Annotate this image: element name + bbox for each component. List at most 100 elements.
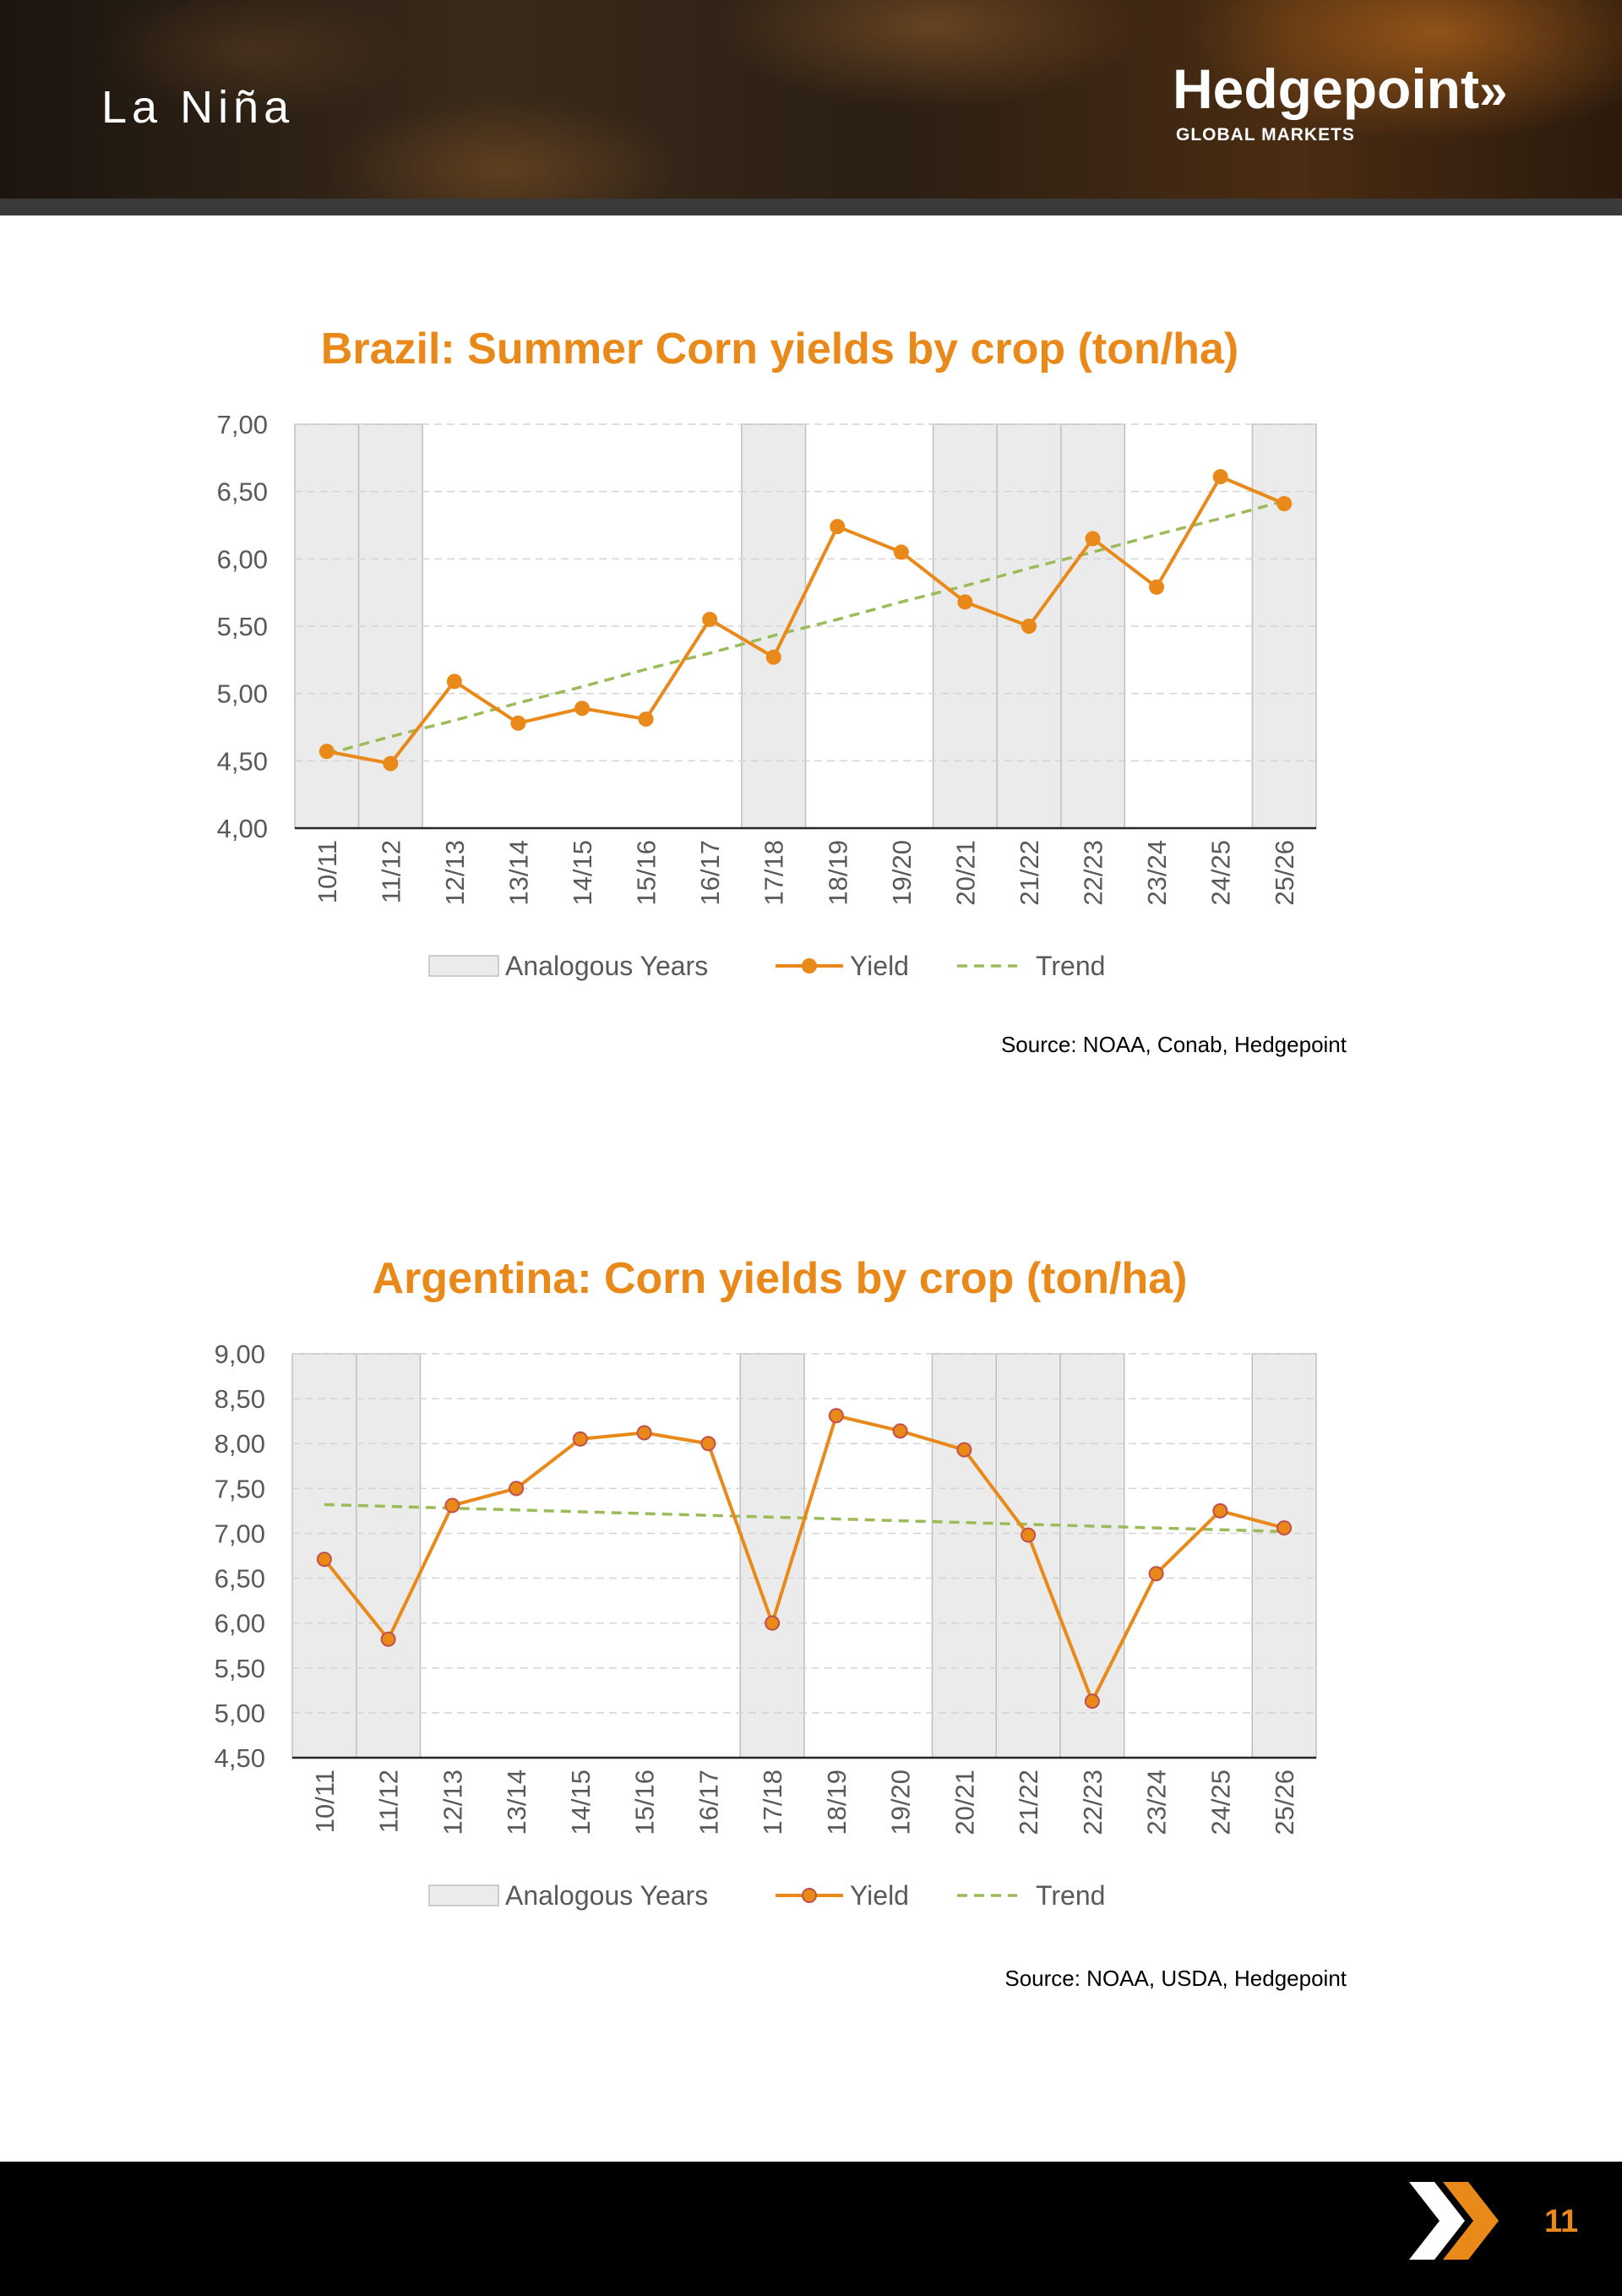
yield-point bbox=[765, 1615, 781, 1631]
yield-point bbox=[380, 1631, 396, 1647]
brand-name: Hedgepoint bbox=[1173, 57, 1479, 120]
legend-label-yield: Yield bbox=[850, 1880, 909, 1911]
chart-title: Brazil: Summer Corn yields by crop (ton/… bbox=[321, 324, 1238, 374]
page-number: 11 bbox=[1544, 2204, 1579, 2239]
yield-point bbox=[444, 1497, 460, 1513]
x-tick-label: 10/11 bbox=[310, 1770, 340, 1833]
brand-chevrons-icon: » bbox=[1478, 63, 1508, 119]
x-tick-label: 18/19 bbox=[823, 840, 852, 906]
x-tick-label: 24/25 bbox=[1206, 840, 1236, 906]
yield-point bbox=[702, 612, 718, 628]
analogous-year-band bbox=[1251, 1353, 1317, 1759]
y-tick-label: 6,50 bbox=[215, 1564, 265, 1594]
x-tick-label: 16/17 bbox=[695, 840, 725, 906]
y-tick-label: 8,00 bbox=[215, 1429, 265, 1459]
y-tick-label: 5,00 bbox=[217, 679, 268, 709]
y-tick-label: 8,50 bbox=[215, 1384, 265, 1414]
yield-point bbox=[316, 1552, 332, 1568]
yield-point bbox=[1085, 531, 1101, 547]
y-tick-label: 5,50 bbox=[215, 1654, 265, 1683]
x-tick-label: 12/13 bbox=[438, 1770, 467, 1835]
yield-point bbox=[957, 594, 973, 610]
hedgepoint-chevron-icon bbox=[1409, 2182, 1499, 2260]
yield-point bbox=[1148, 1566, 1164, 1582]
x-tick-label: 22/23 bbox=[1079, 840, 1108, 906]
x-tick-label: 10/11 bbox=[313, 840, 342, 903]
yield-point bbox=[1276, 496, 1293, 512]
x-tick-label: 18/19 bbox=[822, 1770, 852, 1835]
x-tick-label: 15/16 bbox=[630, 1770, 660, 1835]
x-tick-label: 25/26 bbox=[1270, 840, 1299, 906]
brand-logo: Hedgepoint» GLOBAL MARKETS bbox=[1173, 61, 1507, 145]
legend-swatch-analogous bbox=[428, 1884, 499, 1906]
argentina-yield-chart: Argentina: Corn yields by crop (ton/ha) 4… bbox=[215, 1254, 1347, 1991]
x-tick-label: 21/22 bbox=[1014, 1770, 1043, 1835]
yield-line bbox=[323, 1414, 1285, 1704]
x-tick-label: 11/12 bbox=[376, 840, 406, 903]
trend-line bbox=[326, 499, 1285, 756]
legend-swatch-analogous bbox=[428, 955, 499, 977]
legend-label-analogous: Analogous Years bbox=[505, 951, 708, 981]
x-tick-label: 14/15 bbox=[566, 1770, 596, 1835]
yield-point bbox=[893, 544, 909, 560]
yield-point bbox=[1212, 469, 1228, 485]
chart-source: Source: NOAA, Conab, Hedgepoint bbox=[1001, 1032, 1347, 1057]
yield-point bbox=[830, 519, 846, 535]
yield-point bbox=[446, 674, 462, 690]
y-tick-label: 5,50 bbox=[217, 612, 268, 641]
page-title: La Niña bbox=[101, 82, 295, 133]
chart-title: Argentina: Corn yields by crop (ton/ha) bbox=[373, 1254, 1188, 1303]
x-tick-label: 23/24 bbox=[1142, 1770, 1172, 1835]
yield-point bbox=[1149, 579, 1165, 595]
yield-point bbox=[700, 1436, 716, 1452]
y-tick-label: 6,00 bbox=[215, 1609, 265, 1639]
brazil-yield-chart: Brazil: Summer Corn yields by crop (ton/… bbox=[217, 324, 1347, 1057]
x-tick-label: 22/23 bbox=[1078, 1770, 1108, 1835]
analogous-year-band bbox=[995, 1353, 1061, 1759]
y-tick-label: 4,50 bbox=[215, 1743, 265, 1773]
x-tick-label: 24/25 bbox=[1206, 1770, 1235, 1835]
x-tick-label: 23/24 bbox=[1142, 840, 1172, 906]
yield-point bbox=[636, 1425, 652, 1441]
yield-point bbox=[318, 744, 335, 760]
legend-label-trend: Trend bbox=[1036, 1880, 1105, 1911]
x-tick-label: 15/16 bbox=[632, 840, 661, 906]
yield-line bbox=[326, 475, 1285, 766]
x-tick-label: 25/26 bbox=[1270, 1770, 1299, 1835]
y-tick-label: 9,00 bbox=[215, 1339, 265, 1369]
yield-point bbox=[1021, 1527, 1037, 1543]
y-tick-label: 5,00 bbox=[215, 1699, 265, 1728]
yield-point bbox=[1212, 1502, 1228, 1519]
brand-subtitle: GLOBAL MARKETS bbox=[1176, 125, 1355, 145]
x-tick-label: 21/22 bbox=[1015, 840, 1044, 906]
x-tick-label: 16/17 bbox=[694, 1770, 723, 1835]
yield-point bbox=[828, 1408, 844, 1424]
y-tick-label: 4,50 bbox=[217, 746, 268, 776]
yield-point bbox=[956, 1442, 972, 1458]
yield-point bbox=[892, 1423, 908, 1439]
yield-point bbox=[574, 701, 591, 717]
legend-label-analogous: Analogous Years bbox=[505, 1880, 708, 1911]
y-tick-label: 7,50 bbox=[215, 1474, 265, 1503]
x-tick-label: 20/21 bbox=[950, 840, 980, 906]
legend-marker-yield bbox=[802, 958, 817, 973]
x-tick-label: 17/18 bbox=[758, 1770, 787, 1835]
x-tick-label: 11/12 bbox=[374, 1770, 404, 1833]
yield-point bbox=[509, 1481, 525, 1497]
yield-point bbox=[765, 649, 781, 665]
x-tick-label: 13/14 bbox=[502, 1770, 531, 1835]
x-tick-label: 13/14 bbox=[503, 840, 533, 906]
yield-point bbox=[510, 715, 526, 731]
yield-point bbox=[1084, 1693, 1100, 1710]
y-tick-label: 6,50 bbox=[217, 477, 268, 507]
header-divider bbox=[0, 199, 1622, 215]
yield-point bbox=[1276, 1520, 1293, 1536]
x-tick-label: 19/20 bbox=[887, 840, 917, 906]
analogous-year-band bbox=[931, 1353, 997, 1759]
y-tick-label: 7,00 bbox=[215, 1519, 265, 1548]
x-tick-label: 17/18 bbox=[759, 840, 789, 906]
header-banner bbox=[0, 0, 1622, 215]
legend-label-yield: Yield bbox=[850, 951, 909, 981]
yield-point bbox=[638, 711, 654, 727]
x-tick-label: 20/21 bbox=[950, 1770, 979, 1835]
